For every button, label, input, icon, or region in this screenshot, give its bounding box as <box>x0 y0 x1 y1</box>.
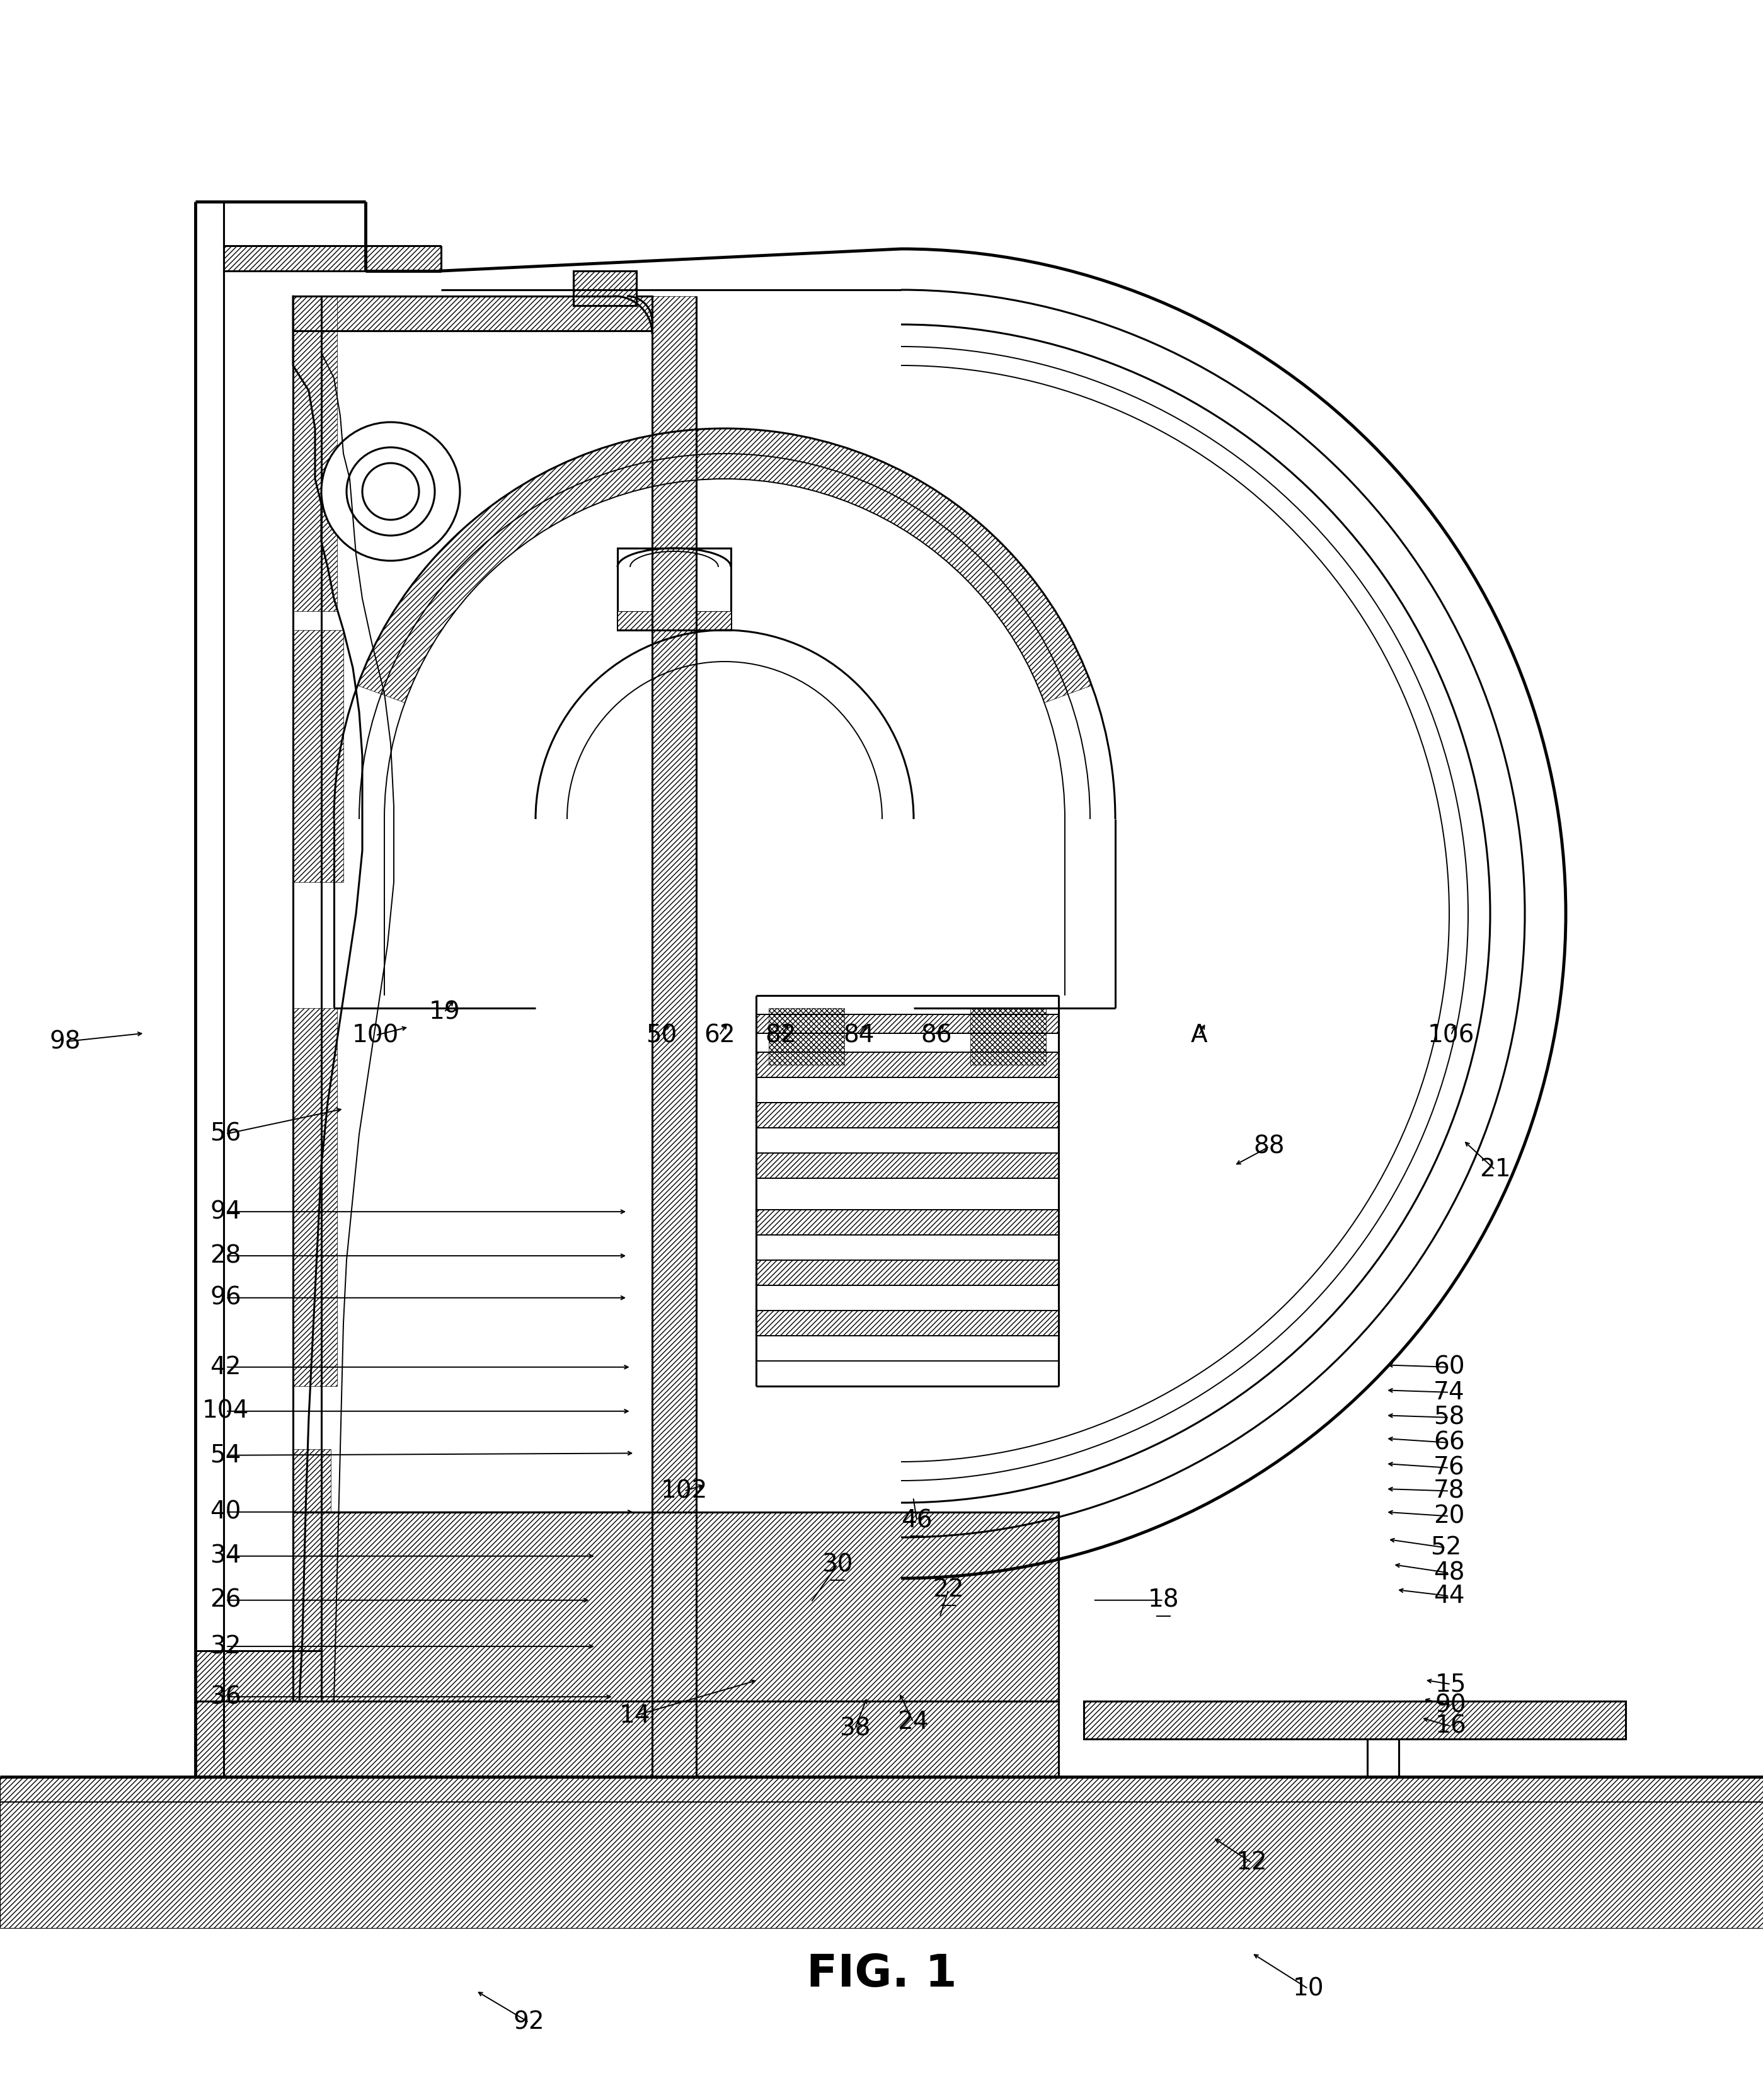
Text: A: A <box>1190 1023 1208 1048</box>
Text: 16: 16 <box>1435 1714 1467 1739</box>
Bar <box>652 296 696 1777</box>
Text: 94: 94 <box>210 1199 242 1224</box>
Bar <box>617 548 732 630</box>
Text: 96: 96 <box>210 1285 242 1310</box>
Text: 40: 40 <box>210 1499 242 1525</box>
Text: 106: 106 <box>1428 1023 1474 1048</box>
Text: 48: 48 <box>1433 1560 1465 1586</box>
Text: 102: 102 <box>661 1478 707 1504</box>
Text: 12: 12 <box>1236 1850 1268 1875</box>
Text: 22: 22 <box>933 1577 964 1602</box>
Text: 54: 54 <box>210 1443 242 1468</box>
Text: 21: 21 <box>1479 1157 1511 1182</box>
Bar <box>573 271 636 307</box>
Bar <box>756 1153 1058 1178</box>
Text: 100: 100 <box>353 1023 398 1048</box>
Text: 42: 42 <box>210 1354 242 1380</box>
Bar <box>196 1701 1058 1777</box>
Text: 74: 74 <box>1433 1380 1465 1405</box>
Text: 46: 46 <box>901 1508 933 1533</box>
Text: 78: 78 <box>1433 1478 1465 1504</box>
Text: 15: 15 <box>1435 1672 1467 1697</box>
Text: 24: 24 <box>897 1709 929 1735</box>
Bar <box>293 296 652 332</box>
Text: 34: 34 <box>210 1544 242 1569</box>
Text: 90: 90 <box>1435 1693 1467 1718</box>
Text: 50: 50 <box>645 1023 677 1048</box>
Bar <box>293 1008 337 1386</box>
Bar <box>756 1310 1058 1336</box>
Text: 84: 84 <box>843 1023 874 1048</box>
Bar <box>196 1651 321 1701</box>
Bar <box>0 1777 1763 1928</box>
Circle shape <box>321 422 460 561</box>
Bar <box>970 1008 1045 1065</box>
Bar <box>224 246 441 271</box>
Text: 56: 56 <box>210 1121 242 1147</box>
Text: 76: 76 <box>1433 1455 1465 1480</box>
Text: 62: 62 <box>703 1023 735 1048</box>
Bar <box>756 1052 1058 1077</box>
Bar <box>756 1210 1058 1235</box>
Text: 20: 20 <box>1433 1504 1465 1529</box>
Bar <box>756 1260 1058 1285</box>
Wedge shape <box>358 428 1091 704</box>
Text: 38: 38 <box>839 1716 871 1741</box>
Circle shape <box>363 464 420 521</box>
Bar <box>756 1014 1058 1033</box>
Bar <box>293 1449 331 1701</box>
Bar <box>293 1512 1058 1701</box>
Circle shape <box>347 447 435 536</box>
Text: 82: 82 <box>765 1023 797 1048</box>
Text: FIG. 1: FIG. 1 <box>806 1953 957 1995</box>
Text: 104: 104 <box>203 1399 249 1424</box>
Text: 92: 92 <box>513 2010 545 2035</box>
Bar <box>293 630 344 882</box>
Bar <box>1368 1739 1398 1777</box>
Text: 60: 60 <box>1433 1354 1465 1380</box>
Bar <box>617 611 732 630</box>
Text: 44: 44 <box>1433 1583 1465 1609</box>
Wedge shape <box>321 422 460 561</box>
Text: 14: 14 <box>619 1703 651 1728</box>
Text: 19: 19 <box>428 1000 460 1025</box>
Bar <box>769 1008 844 1065</box>
Text: 36: 36 <box>210 1684 242 1709</box>
Text: 86: 86 <box>920 1023 952 1048</box>
Text: 52: 52 <box>1430 1535 1462 1560</box>
Bar <box>293 296 337 611</box>
Text: 88: 88 <box>1253 1134 1285 1159</box>
Text: 98: 98 <box>49 1029 81 1054</box>
Bar <box>1084 1701 1625 1739</box>
Text: 58: 58 <box>1433 1405 1465 1430</box>
Text: 66: 66 <box>1433 1430 1465 1455</box>
Bar <box>756 1102 1058 1128</box>
Text: 28: 28 <box>210 1243 242 1268</box>
Text: 10: 10 <box>1292 1976 1324 2001</box>
Text: 26: 26 <box>210 1588 242 1613</box>
Text: 30: 30 <box>822 1552 853 1577</box>
Text: 18: 18 <box>1148 1588 1179 1613</box>
Text: 32: 32 <box>210 1634 242 1659</box>
